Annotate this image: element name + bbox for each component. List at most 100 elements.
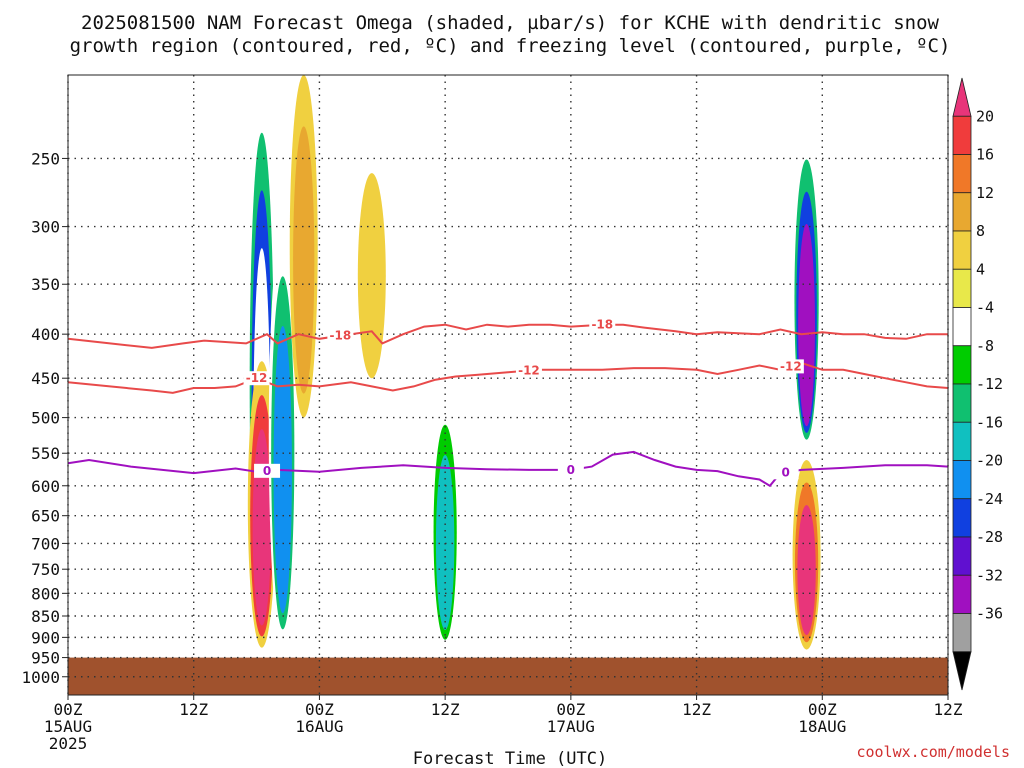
colorbar-label: 12: [976, 184, 994, 202]
colorbar-swatch: [952, 460, 972, 500]
omega-feature-4: [357, 173, 386, 379]
colorbar-swatch: [952, 268, 972, 308]
plot-area: -18 -18 -12 -12 -12 0 0 0: [67, 74, 949, 696]
omega-shade-7-2: [797, 504, 816, 635]
y-tick-label: 750: [31, 560, 60, 579]
colorbar-swatch: [952, 574, 972, 614]
colorbar-label: 20: [976, 107, 994, 125]
omega-shade-5-2: [435, 454, 455, 630]
colorbar-swatch: [952, 115, 972, 155]
y-tick-label: 300: [31, 218, 60, 237]
omega-shading: [247, 75, 821, 650]
omega-feature-3: [289, 75, 318, 418]
colorbar-swatch: [952, 613, 972, 653]
contour-label-bg: [327, 328, 354, 343]
x-tick-year: 2025: [49, 734, 88, 753]
contour-label-bg: [243, 371, 270, 386]
contour-label-bg: [515, 363, 542, 378]
colorbar-label: 16: [976, 146, 994, 164]
y-tick-label: 950: [31, 649, 60, 668]
omega-feature-6: [792, 127, 821, 447]
contour-line-0: [67, 450, 949, 488]
x-tick-label: 00Z: [305, 700, 334, 719]
colorbar-label: -24: [976, 490, 1003, 508]
y-tick-label: 1000: [21, 668, 60, 687]
colorbar-label: 8: [976, 222, 985, 240]
omega-shade-4-0: [357, 173, 386, 379]
omega-shade-1-2: [252, 429, 272, 626]
colorbar-swatch: [952, 345, 972, 385]
y-tick-label: 900: [31, 628, 60, 647]
colorbar-label: -4: [976, 299, 994, 317]
colorbar-label: -32: [976, 566, 1003, 584]
ground-below-surface: [68, 657, 948, 695]
x-axis-label: Forecast Time (UTC): [413, 749, 607, 768]
omega-shade-3-1: [293, 126, 315, 394]
colorbar-label: -28: [976, 528, 1003, 546]
contour-label-bg: [254, 463, 281, 478]
colorbar-swatch: [952, 383, 972, 423]
x-tick-label: 00Z: [54, 700, 83, 719]
colorbar-bottom-triangle: [952, 651, 972, 691]
colorbar-swatch: [952, 154, 972, 194]
y-tick-label: 700: [31, 534, 60, 553]
x-tick-label: 12Z: [179, 700, 208, 719]
contour-line--12: [67, 361, 949, 394]
colorbar-label: 4: [976, 260, 985, 278]
contour-label-bg: [557, 462, 584, 477]
contour-label-bg: [589, 317, 616, 332]
contour-label-bg: [777, 359, 804, 374]
x-tick-date: 17AUG: [547, 717, 595, 736]
omega-shade-6-3: [798, 224, 815, 427]
colorbar-label: -8: [976, 337, 994, 355]
contour-line--18: [67, 323, 948, 349]
colorbar-swatch: [952, 536, 972, 576]
x-tick-date: 18AUG: [798, 717, 846, 736]
y-tick-label: 400: [31, 325, 60, 344]
contour-label-bg: [772, 465, 799, 480]
contour-label: -12: [246, 371, 268, 385]
plot-frame: [67, 74, 949, 696]
y-tick-label: 250: [31, 149, 60, 168]
y-tick-label: 550: [31, 444, 60, 463]
y-tick-label: 600: [31, 477, 60, 496]
colorbar-label: -16: [976, 413, 1003, 431]
colorbar: 20 16 12 8 4 -4 -8 -12 -16 -20 -24 -28 -32 -36: [952, 77, 1003, 691]
colorbar-top-triangle: [952, 77, 972, 117]
contour-label: -12: [780, 359, 802, 373]
contour-label: -12: [518, 364, 540, 378]
y-tick-label: 450: [31, 369, 60, 388]
y-tick-label: 650: [31, 507, 60, 526]
chart-title-line1: 2025081500 NAM Forecast Omega (shaded, µ…: [81, 12, 939, 34]
omega-feature-5: [431, 394, 460, 650]
y-tick-label: 850: [31, 607, 60, 626]
colorbar-label: -36: [976, 605, 1003, 623]
colorbar-swatch: [952, 192, 972, 232]
colorbar-swatch: [952, 307, 972, 347]
y-tick-label: 350: [31, 275, 60, 294]
x-tick-label: 00Z: [808, 700, 837, 719]
contour-label: 0: [263, 464, 271, 478]
x-tick-label: 12Z: [431, 700, 460, 719]
contour-label: 0: [781, 465, 789, 479]
x-tick-label: 00Z: [556, 700, 585, 719]
x-tick-date: 15AUG: [44, 717, 92, 736]
credit-text[interactable]: coolwx.com/models: [856, 743, 1010, 761]
y-tick-label: 500: [31, 409, 60, 428]
omega-feature-7: [792, 459, 821, 650]
y-tick-label: 800: [31, 584, 60, 603]
chart-title-line2: growth region (contoured, red, ºC) and f…: [70, 35, 951, 57]
colorbar-swatch: [952, 421, 972, 461]
temperature-contours: -18 -18 -12 -12 -12 0 0 0: [67, 317, 949, 488]
contour-label: -18: [591, 318, 613, 332]
colorbar-swatch: [952, 230, 972, 270]
x-tick-label: 12Z: [934, 700, 963, 719]
colorbar-label: -12: [976, 375, 1003, 393]
omega-feature-1: [247, 361, 276, 648]
colorbar-label: -20: [976, 452, 1003, 470]
colorbar-swatch: [952, 498, 972, 538]
x-tick-date: 16AUG: [295, 717, 343, 736]
x-tick-label: 12Z: [682, 700, 711, 719]
